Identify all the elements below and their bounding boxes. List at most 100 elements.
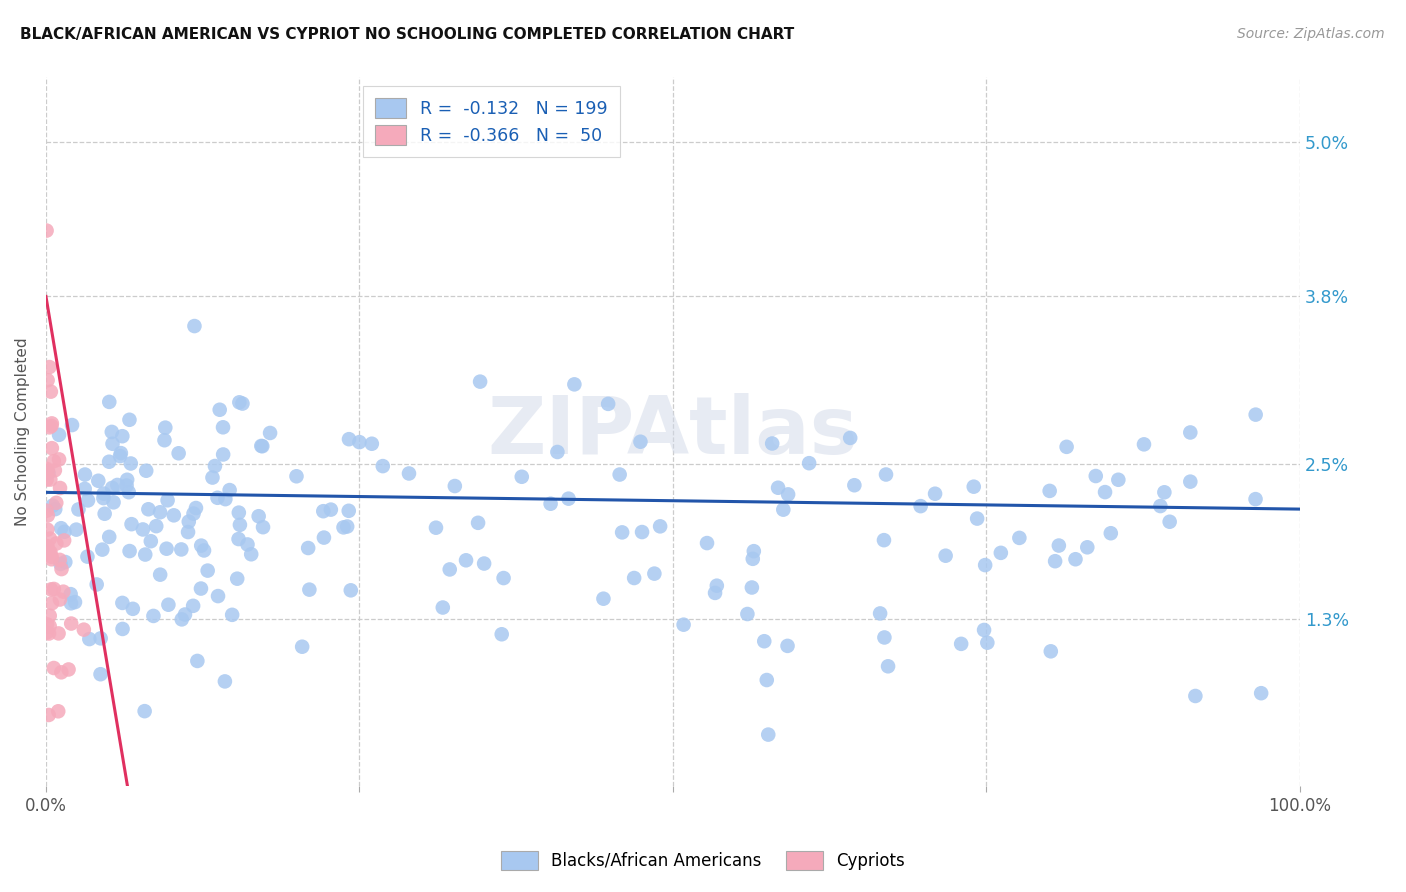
Point: [138, 502, 160, 516]
Point: [139, 534, 162, 549]
Point: [101, 425, 124, 439]
Point: [873, 631, 896, 645]
Point: [132, 523, 155, 537]
Point: [89, 667, 111, 681]
Point: [49, 481, 72, 495]
Point: [155, 420, 177, 434]
Point: [135, 464, 157, 478]
Point: [557, 491, 579, 506]
Point: [37, 508, 59, 523]
Point: [183, 319, 205, 334]
Point: [737, 607, 759, 621]
Point: [38, 626, 60, 640]
Point: [976, 635, 998, 649]
Point: [259, 425, 281, 440]
Point: [39, 545, 62, 559]
Point: [935, 549, 957, 563]
Point: [212, 420, 235, 434]
Point: [696, 536, 718, 550]
Point: [170, 542, 193, 557]
Point: [38, 546, 60, 560]
Point: [183, 507, 205, 521]
Point: [79, 632, 101, 646]
Point: [37, 466, 59, 480]
Point: [41, 499, 63, 513]
Point: [108, 449, 131, 463]
Point: [86, 577, 108, 591]
Point: [204, 458, 226, 473]
Point: [1084, 469, 1107, 483]
Point: [91, 542, 114, 557]
Point: [1153, 485, 1175, 500]
Point: [45, 496, 67, 510]
Legend: R =  -0.132   N = 199, R =  -0.366   N =  50: R = -0.132 N = 199, R = -0.366 N = 50: [363, 87, 620, 158]
Point: [592, 591, 614, 606]
Point: [193, 543, 215, 558]
Point: [491, 627, 513, 641]
Point: [990, 546, 1012, 560]
Point: [115, 478, 138, 492]
Point: [240, 547, 263, 561]
Point: [319, 502, 342, 516]
Point: [73, 623, 96, 637]
Point: [45, 536, 67, 550]
Point: [38, 708, 60, 723]
Point: [963, 480, 986, 494]
Point: [312, 504, 335, 518]
Point: [157, 598, 180, 612]
Point: [186, 654, 208, 668]
Point: [93, 491, 115, 505]
Point: [98, 455, 121, 469]
Point: [228, 532, 250, 546]
Point: [201, 470, 224, 484]
Point: [52, 584, 75, 599]
Point: [297, 541, 319, 555]
Point: [797, 456, 820, 470]
Point: [704, 586, 727, 600]
Point: [247, 509, 270, 524]
Point: [924, 487, 946, 501]
Point: [49, 553, 72, 567]
Point: [754, 634, 776, 648]
Point: [950, 637, 973, 651]
Point: [59, 596, 82, 610]
Point: [42, 582, 65, 596]
Point: [35, 540, 58, 554]
Point: [609, 467, 631, 482]
Point: [875, 467, 897, 482]
Point: [121, 517, 143, 532]
Point: [337, 504, 360, 518]
Point: [741, 551, 763, 566]
Point: [250, 439, 273, 453]
Point: [121, 602, 143, 616]
Point: [1064, 552, 1087, 566]
Point: [142, 609, 165, 624]
Point: [48, 427, 70, 442]
Point: [766, 481, 789, 495]
Point: [98, 395, 121, 409]
Point: [181, 599, 204, 613]
Point: [48, 452, 70, 467]
Point: [207, 491, 229, 505]
Point: [398, 467, 420, 481]
Point: [1094, 485, 1116, 500]
Point: [118, 413, 141, 427]
Point: [425, 521, 447, 535]
Point: [869, 607, 891, 621]
Point: [510, 469, 533, 483]
Point: [38, 545, 60, 559]
Point: [101, 436, 124, 450]
Point: [101, 481, 124, 495]
Point: [631, 524, 654, 539]
Point: [776, 639, 799, 653]
Point: [1076, 541, 1098, 555]
Point: [41, 418, 63, 433]
Point: [35, 625, 58, 640]
Point: [630, 434, 652, 449]
Point: [44, 502, 66, 516]
Point: [285, 469, 308, 483]
Point: [35, 504, 58, 518]
Point: [145, 519, 167, 533]
Point: [111, 596, 134, 610]
Point: [1043, 554, 1066, 568]
